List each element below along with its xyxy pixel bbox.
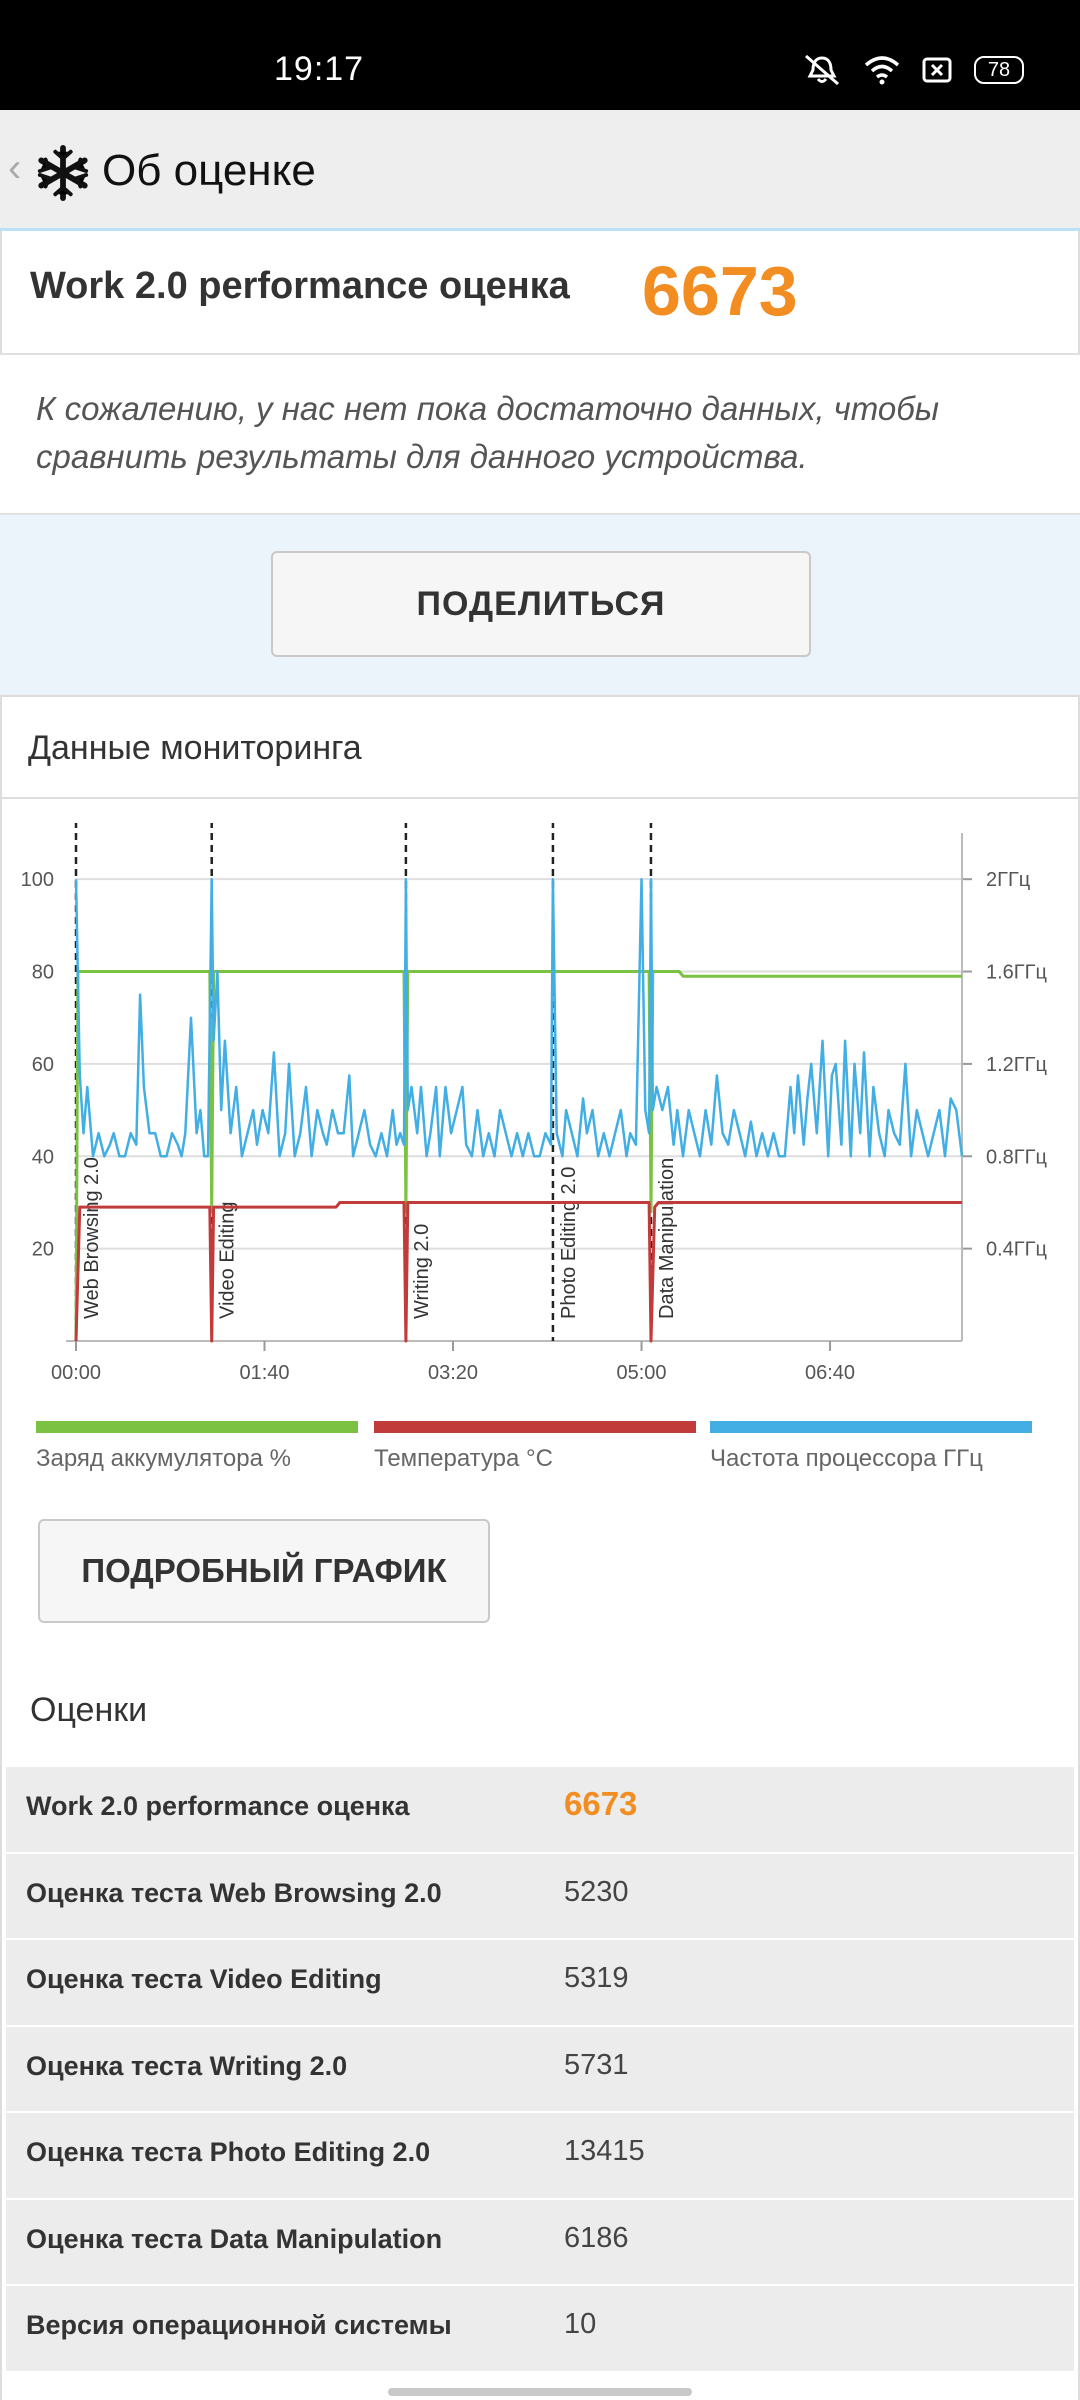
legend-cpu-label: Частота процессора ГГц xyxy=(710,1445,983,1472)
chart-markers: Web Browsing 2.0 Video Editing Writing 2.0… xyxy=(74,823,678,1341)
score-row-label: Версия операционной системы xyxy=(26,2310,452,2340)
score-row: Оценка теста Writing 2.0 5731 xyxy=(6,2024,1074,2111)
battery-icon: 78 xyxy=(974,56,1024,84)
test-marker-label: Photo Editing 2.0 xyxy=(558,1167,580,1319)
share-area: ПОДЕЛИТЬСЯ xyxy=(0,515,1080,695)
legend-temperature: Температура °C xyxy=(374,1421,696,1473)
status-icons: 78 xyxy=(802,54,1024,86)
score-row-value: 6186 xyxy=(564,2221,629,2254)
legend-temperature-swatch xyxy=(374,1421,696,1433)
score-row: Оценка теста Web Browsing 2.0 5230 xyxy=(6,1851,1074,1938)
score-row-label: Оценка теста Data Manipulation xyxy=(26,2223,443,2254)
y-right-tick-label: 0.8ГГц xyxy=(986,1146,1047,1168)
score-row-label: Оценка теста Video Editing xyxy=(26,1964,382,1994)
score-row-label: Оценка теста Web Browsing 2.0 xyxy=(26,1877,442,1908)
y-left-tick-label: 80 xyxy=(32,962,54,984)
notice-text: К сожалению, у нас нет пока достаточно д… xyxy=(36,390,940,475)
score-row: Work 2.0 performance оценка 6673 xyxy=(6,1765,1074,1852)
comparison-notice: К сожалению, у нас нет пока достаточно д… xyxy=(0,353,1080,515)
test-marker-label: Video Editing xyxy=(217,1202,239,1320)
score-row-value: 5230 xyxy=(564,1875,629,1908)
snowflake-logo-icon xyxy=(37,144,89,202)
series-line-temperature xyxy=(74,1201,962,1343)
y-left-tick-label: 20 xyxy=(32,1239,54,1261)
legend-battery-swatch xyxy=(36,1421,358,1433)
score-value: 6673 xyxy=(642,252,798,330)
legend-temperature-label: Температура °C xyxy=(374,1445,553,1472)
screen-record-icon xyxy=(922,57,952,83)
detailed-chart-button[interactable]: ПОДРОБНЫЙ ГРАФИК xyxy=(38,1519,490,1623)
test-marker-label: Data Manipulation xyxy=(656,1158,678,1319)
score-row-value: 10 xyxy=(564,2308,597,2340)
score-row: Оценка теста Data Manipulation 6186 xyxy=(6,2197,1074,2284)
chart-grid xyxy=(66,833,972,1351)
x-tick-label: 05:00 xyxy=(617,1362,667,1384)
app-bar: ‹ Об оценке xyxy=(0,110,1080,231)
monitoring-chart: Web Browsing 2.0 Video Editing Writing 2.0… xyxy=(21,823,1047,1384)
monitoring-header: Данные мониторинга xyxy=(2,695,1078,799)
chart-lines xyxy=(74,877,964,1343)
score-row: Версия операционной системы 10 xyxy=(6,2284,1074,2371)
score-row-label: Оценка теста Writing 2.0 xyxy=(26,2050,348,2081)
y-left-tick-label: 60 xyxy=(32,1054,54,1076)
chart-ticks: 100 80 60 40 20 2ГГц 1.6ГГц 1.2ГГц 0.8ГГц 0.4ГГц 0… xyxy=(21,869,1047,1384)
legend-battery: Заряд аккумулятора % xyxy=(36,1421,358,1473)
score-row: Оценка теста Photo Editing 2.0 13415 xyxy=(6,2111,1074,2198)
back-icon[interactable]: ‹ xyxy=(8,146,22,190)
x-tick-label: 06:40 xyxy=(805,1362,855,1384)
mute-icon xyxy=(805,54,839,86)
score-row: Оценка теста Video Editing 5319 xyxy=(6,1938,1074,2025)
score-row-value: 13415 xyxy=(564,2135,645,2167)
page-title: Об оценке xyxy=(102,146,316,195)
y-right-tick-label: 1.2ГГц xyxy=(986,1054,1047,1076)
status-bar: 19:17 78 xyxy=(0,0,1080,110)
series-line-cpu xyxy=(74,877,964,1158)
legend-battery-label: Заряд аккумулятора % xyxy=(36,1445,291,1472)
monitoring-card: Данные мониторинга Web Browsing 2.0 Video… xyxy=(0,695,1080,2400)
y-right-tick-label: 1.6ГГц xyxy=(986,962,1047,984)
share-button[interactable]: ПОДЕЛИТЬСЯ xyxy=(271,551,811,657)
score-row-label: Оценка теста Photo Editing 2.0 xyxy=(26,2137,431,2167)
scores-table: Work 2.0 performance оценка 6673 Оценка те… xyxy=(6,1765,1074,2371)
x-tick-label: 03:20 xyxy=(428,1362,478,1384)
y-right-tick-label: 2ГГц xyxy=(986,869,1030,891)
scores-title: Оценки xyxy=(30,1691,148,1729)
y-left-tick-label: 40 xyxy=(32,1146,54,1168)
status-time: 19:17 xyxy=(274,50,365,88)
score-row-value: 5731 xyxy=(564,2048,629,2081)
score-label: Work 2.0 performance оценка xyxy=(30,265,570,307)
legend-cpu-swatch xyxy=(710,1421,1032,1433)
wifi-icon xyxy=(864,56,900,85)
legend-cpu: Частота процессора ГГц xyxy=(710,1421,1032,1473)
home-indicator[interactable] xyxy=(388,2388,692,2396)
score-row-value: 6673 xyxy=(564,1785,638,1822)
x-tick-label: 00:00 xyxy=(51,1362,101,1384)
score-card: Work 2.0 performance оценка 6673 xyxy=(0,231,1080,353)
test-marker-label: Writing 2.0 xyxy=(411,1224,433,1319)
y-left-tick-label: 100 xyxy=(21,869,54,891)
score-row-value: 5319 xyxy=(564,1962,629,1994)
x-tick-label: 01:40 xyxy=(239,1362,289,1384)
score-row-label: Work 2.0 performance оценка xyxy=(26,1791,410,1821)
monitoring-title: Данные мониторинга xyxy=(28,729,362,767)
test-marker-label: Web Browsing 2.0 xyxy=(81,1157,103,1319)
y-right-tick-label: 0.4ГГц xyxy=(986,1239,1047,1261)
